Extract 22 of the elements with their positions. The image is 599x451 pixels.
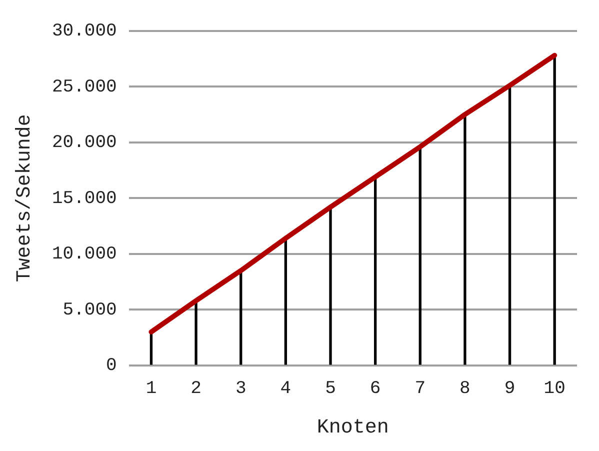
y-tick-label: 20.000	[52, 133, 117, 154]
y-tick-label: 10.000	[52, 244, 117, 265]
y-tick-label: 15.000	[52, 188, 117, 209]
y-tick-label: 30.000	[52, 22, 117, 42]
x-tick-label: 9	[504, 378, 516, 399]
y-axis-title: Tweets/Sekunde	[13, 114, 36, 282]
x-tick-label: 8	[460, 378, 470, 399]
bar	[553, 55, 556, 365]
x-tick-label: 7	[414, 378, 426, 399]
y-tick-label: 5.000	[62, 300, 117, 320]
y-tick-label: 25.000	[52, 77, 117, 98]
x-tick-label: 10	[544, 378, 566, 399]
x-tick-label: 1	[146, 378, 157, 399]
x-tick-label: 6	[370, 378, 381, 399]
x-tick-label: 5	[325, 378, 336, 399]
x-tick-label: 2	[190, 378, 202, 399]
x-axis-title: Knoten	[316, 416, 389, 440]
x-tick-label: 4	[280, 378, 292, 399]
y-tick-label: 0	[106, 356, 117, 376]
x-tick-label: 3	[235, 378, 246, 399]
bar	[374, 176, 377, 365]
bar	[464, 114, 466, 365]
